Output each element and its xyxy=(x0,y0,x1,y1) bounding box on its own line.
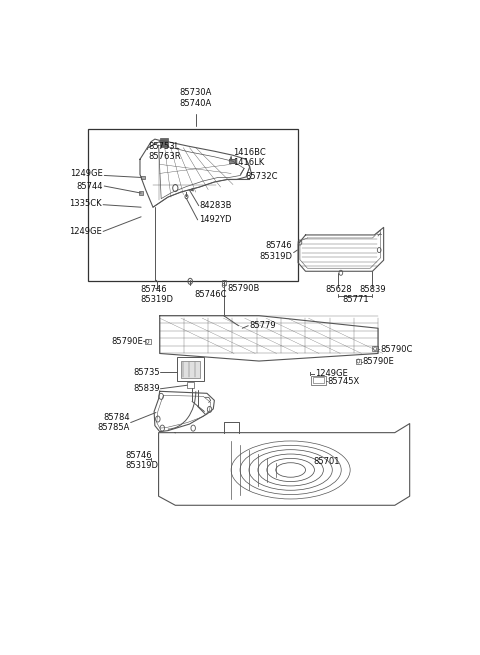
Text: 85790B: 85790B xyxy=(228,284,260,293)
Bar xyxy=(139,191,143,195)
Text: 85771: 85771 xyxy=(342,295,369,304)
Bar xyxy=(88,129,298,282)
Bar xyxy=(222,280,226,285)
Text: 1335CK: 1335CK xyxy=(70,198,102,208)
Text: 85745X: 85745X xyxy=(327,377,360,386)
Text: 1416BC
1416LK: 1416BC 1416LK xyxy=(233,148,266,168)
Bar xyxy=(141,176,145,179)
Text: 85735: 85735 xyxy=(133,367,160,377)
Text: 1249GE: 1249GE xyxy=(315,369,348,378)
Text: 85746
85319D: 85746 85319D xyxy=(140,285,173,304)
Bar xyxy=(313,377,324,383)
Text: 85732C: 85732C xyxy=(245,172,278,181)
Text: 85839: 85839 xyxy=(359,285,386,294)
Text: 85628: 85628 xyxy=(325,285,351,294)
Text: 85839: 85839 xyxy=(133,384,160,393)
Text: 1249GE: 1249GE xyxy=(69,227,102,236)
Bar xyxy=(229,159,235,163)
Bar xyxy=(372,346,378,352)
Text: 85784
85785A: 85784 85785A xyxy=(97,413,130,432)
Text: 85744: 85744 xyxy=(77,181,103,191)
Bar xyxy=(181,361,200,378)
Bar xyxy=(160,138,168,147)
Text: 85746
85319D: 85746 85319D xyxy=(259,242,292,261)
Bar xyxy=(145,339,151,344)
Text: 85730A
85740A: 85730A 85740A xyxy=(180,88,212,108)
Text: 85701: 85701 xyxy=(313,457,339,466)
Text: 85790E: 85790E xyxy=(362,357,394,366)
Bar xyxy=(356,359,361,364)
Text: 85746
85319D: 85746 85319D xyxy=(125,451,158,470)
Text: 85753L
85763R: 85753L 85763R xyxy=(148,142,181,161)
Text: 84283B: 84283B xyxy=(200,201,232,210)
Text: 85790C: 85790C xyxy=(380,345,412,354)
Text: 85746C: 85746C xyxy=(194,290,227,299)
Bar xyxy=(311,376,326,384)
Text: 1492YD: 1492YD xyxy=(199,215,231,224)
Text: 1249GE: 1249GE xyxy=(71,169,103,178)
Text: 85790E: 85790E xyxy=(111,337,144,346)
Bar xyxy=(187,383,194,388)
Text: 85779: 85779 xyxy=(249,321,276,330)
Bar xyxy=(177,357,204,381)
